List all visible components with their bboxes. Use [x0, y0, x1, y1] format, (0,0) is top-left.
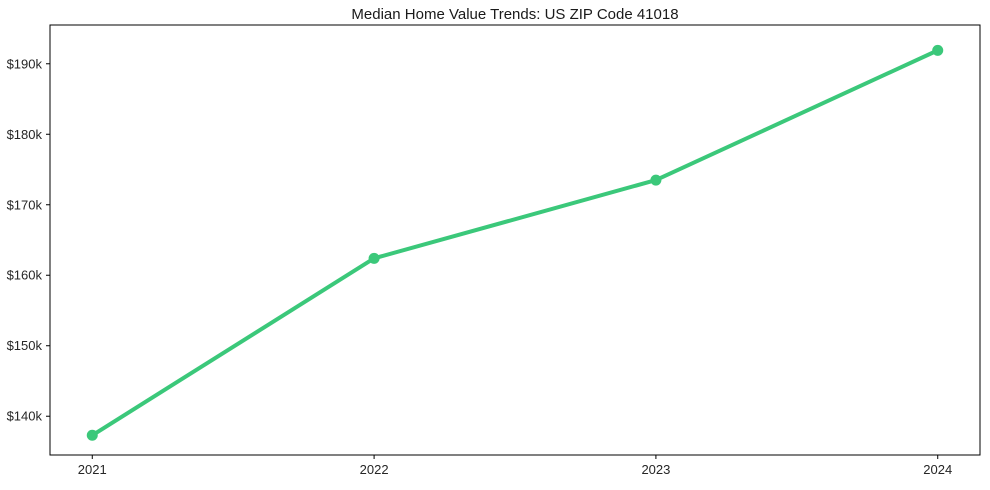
- plot-frame: [49, 24, 981, 456]
- trend-line: [90, 48, 940, 438]
- y-tick-label: $150k: [7, 338, 43, 353]
- data-point-2022: [368, 252, 380, 264]
- data-point-2023: [650, 174, 662, 186]
- x-tick-label: 2024: [923, 462, 952, 477]
- x-tick-label: 2023: [641, 462, 670, 477]
- chart-title: Median Home Value Trends: US ZIP Code 41…: [351, 6, 679, 23]
- y-tick-label: $180k: [7, 127, 43, 142]
- y-tick-label: $190k: [7, 56, 43, 71]
- y-tick-label: $140k: [7, 409, 43, 424]
- x-tick-label: 2021: [78, 462, 107, 477]
- data-point-2024: [932, 44, 944, 56]
- y-tick-label: $160k: [7, 268, 43, 283]
- x-tick-label: 2022: [360, 462, 389, 477]
- y-tick-label: $170k: [7, 197, 43, 212]
- data-point-2021: [86, 429, 98, 441]
